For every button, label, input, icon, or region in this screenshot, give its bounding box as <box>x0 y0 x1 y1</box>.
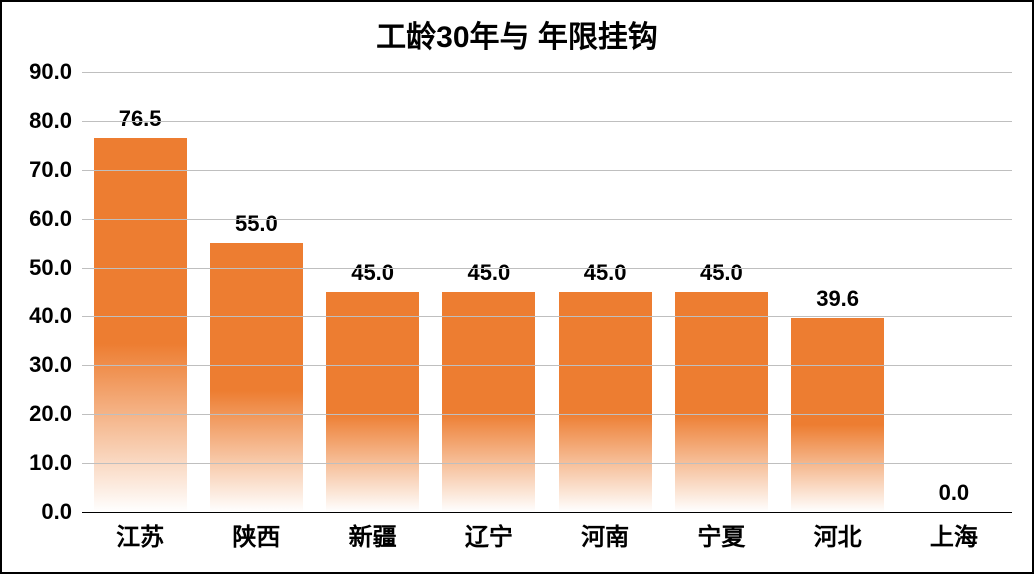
x-category-label: 上海 <box>896 517 1012 552</box>
gridline <box>82 219 1012 220</box>
bar-value-label: 0.0 <box>939 480 970 506</box>
axis-baseline <box>82 512 1012 513</box>
bar-value-label: 39.6 <box>816 286 859 312</box>
gridline <box>82 170 1012 171</box>
plot-area: 76.555.045.045.045.045.039.60.0 0.010.02… <box>82 72 1012 512</box>
chart-frame: 工龄30年与 年限挂钩 76.555.045.045.045.045.039.6… <box>0 0 1034 574</box>
x-category-label: 河北 <box>780 517 896 552</box>
gridline <box>82 414 1012 415</box>
gridline <box>82 365 1012 366</box>
gridline <box>82 121 1012 122</box>
gridline <box>82 72 1012 73</box>
x-category-label: 宁夏 <box>663 517 779 552</box>
x-category-label: 辽宁 <box>431 517 547 552</box>
bars-container: 76.555.045.045.045.045.039.60.0 <box>82 72 1012 512</box>
bar: 45.0 <box>442 292 535 512</box>
x-category-label: 陕西 <box>198 517 314 552</box>
bar-slot: 45.0 <box>315 72 431 512</box>
bar: 55.0 <box>210 243 303 512</box>
gridline <box>82 463 1012 464</box>
bar-slot: 0.0 <box>896 72 1012 512</box>
x-category-label: 新疆 <box>315 517 431 552</box>
y-tick-label: 20.0 <box>29 401 82 427</box>
bar-value-label: 45.0 <box>351 260 394 286</box>
y-tick-label: 50.0 <box>29 255 82 281</box>
bar-slot: 45.0 <box>547 72 663 512</box>
bar-slot: 45.0 <box>431 72 547 512</box>
y-tick-label: 90.0 <box>29 59 82 85</box>
y-tick-label: 80.0 <box>29 108 82 134</box>
bar-slot: 45.0 <box>663 72 779 512</box>
y-tick-label: 0.0 <box>41 499 82 525</box>
bar-value-label: 76.5 <box>119 106 162 132</box>
bar-slot: 76.5 <box>82 72 198 512</box>
bar-value-label: 45.0 <box>467 260 510 286</box>
chart-title: 工龄30年与 年限挂钩 <box>2 12 1032 56</box>
x-axis-labels: 江苏陕西新疆辽宁河南宁夏河北上海 <box>82 517 1012 562</box>
bar: 45.0 <box>559 292 652 512</box>
y-tick-label: 10.0 <box>29 450 82 476</box>
gridline <box>82 316 1012 317</box>
bar: 45.0 <box>326 292 419 512</box>
y-tick-label: 70.0 <box>29 157 82 183</box>
x-category-label: 江苏 <box>82 517 198 552</box>
x-category-label: 河南 <box>547 517 663 552</box>
y-tick-label: 30.0 <box>29 352 82 378</box>
bar: 45.0 <box>675 292 768 512</box>
bar-value-label: 55.0 <box>235 211 278 237</box>
y-tick-label: 60.0 <box>29 206 82 232</box>
bar-slot: 39.6 <box>780 72 896 512</box>
bar-slot: 55.0 <box>198 72 314 512</box>
bar: 76.5 <box>94 138 187 512</box>
bar-value-label: 45.0 <box>584 260 627 286</box>
bar-value-label: 45.0 <box>700 260 743 286</box>
gridline <box>82 268 1012 269</box>
y-tick-label: 40.0 <box>29 303 82 329</box>
